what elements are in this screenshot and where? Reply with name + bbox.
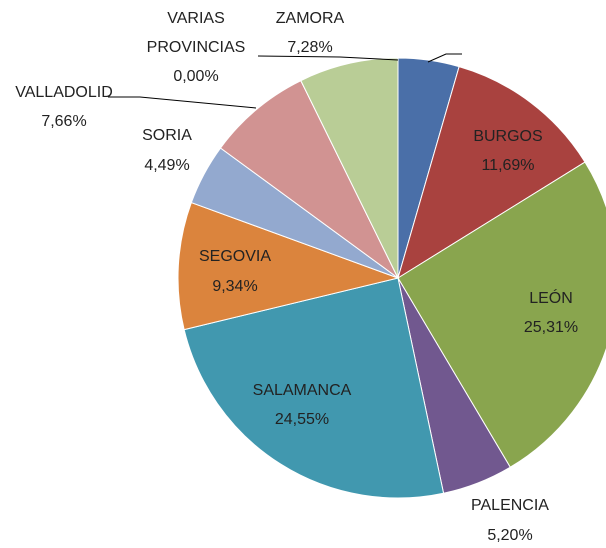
slice-value-label: 5,20% [487, 527, 532, 544]
slice-value-label: 24,55% [275, 411, 329, 428]
pie-slice [397, 66, 586, 280]
slice-value-label: 4,49% [144, 157, 189, 174]
pie-slice [219, 79, 399, 279]
slice-label: VARIAS PROVINCIAS [147, 10, 246, 56]
slice-label: SALAMANCA [253, 382, 352, 399]
slice-label: VALLADOLID [15, 84, 113, 101]
leader-line [108, 96, 257, 109]
pie [177, 57, 606, 499]
slice-value-label: 9,34% [212, 278, 257, 295]
slice-label: PALENCIA [471, 497, 549, 514]
slice-label: SEGOVIA [199, 248, 271, 265]
slice-value-label: 0,00% [173, 68, 218, 85]
leader-lines [108, 53, 462, 109]
slice-label: SORIA [142, 127, 192, 144]
slice-label: BURGOS [473, 128, 542, 145]
pie-slice [177, 201, 400, 331]
slice-value-label: 11,69% [481, 157, 534, 174]
leader-line [427, 53, 462, 63]
pie-slice [183, 277, 445, 499]
pie-slice [397, 161, 606, 468]
slice-value-label: 7,28% [287, 39, 332, 56]
pie-slice [300, 57, 399, 279]
slice-label: ZAMORA [276, 10, 345, 27]
leader-line [257, 55, 399, 61]
slice-label: LEÓN [529, 288, 573, 307]
slice-value-label: 25,31% [524, 319, 578, 336]
slice-value-label: 7,66% [41, 113, 86, 130]
